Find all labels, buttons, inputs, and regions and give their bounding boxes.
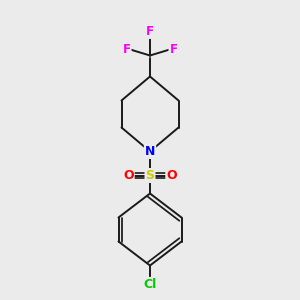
Text: O: O (166, 169, 177, 182)
Text: F: F (169, 43, 177, 56)
Text: F: F (146, 25, 154, 38)
Text: S: S (146, 169, 154, 182)
Text: Cl: Cl (143, 278, 157, 291)
Text: F: F (123, 43, 130, 56)
Text: O: O (123, 169, 134, 182)
Text: N: N (145, 145, 155, 158)
